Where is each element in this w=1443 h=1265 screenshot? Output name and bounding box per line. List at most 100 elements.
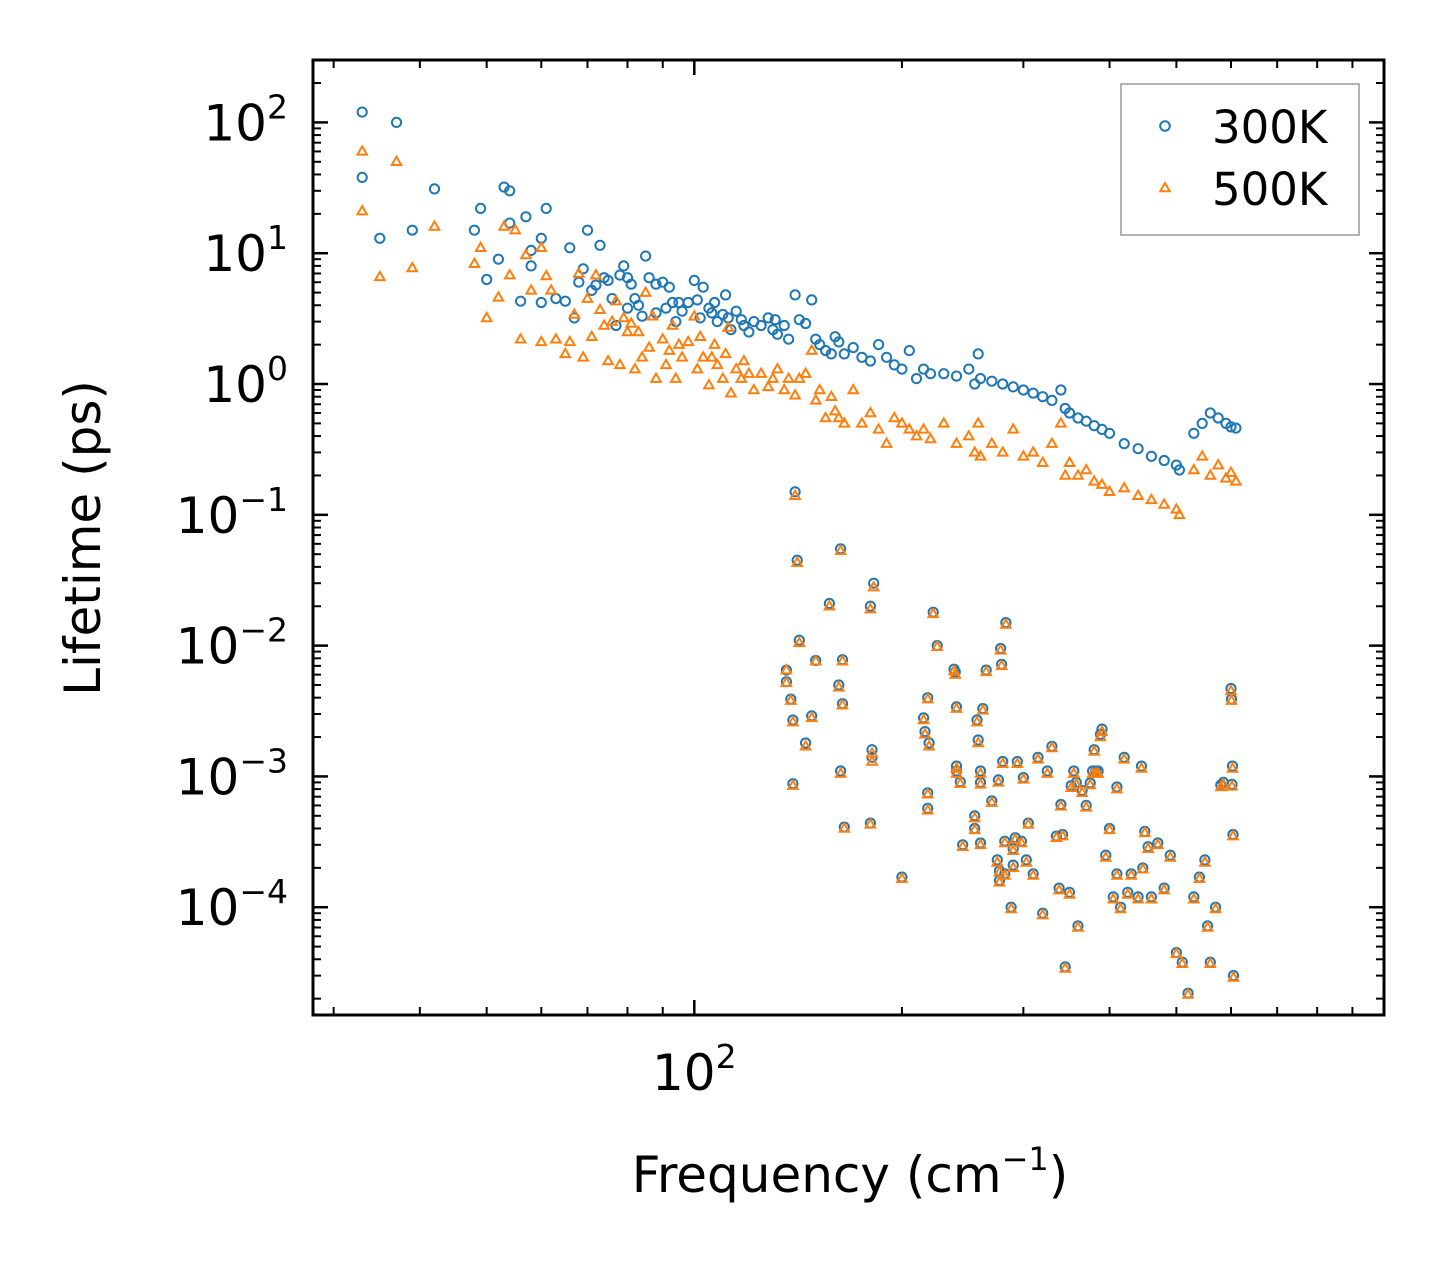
data-point	[1195, 449, 1209, 461]
data-point	[525, 260, 537, 272]
data-point	[991, 854, 1003, 866]
data-point	[950, 436, 964, 448]
data-point	[919, 726, 931, 738]
data-point	[1211, 458, 1225, 470]
data-point	[990, 855, 1004, 867]
data-point	[1046, 394, 1058, 406]
data-point	[1175, 956, 1189, 968]
data-point	[1181, 987, 1195, 999]
legend-marker-500k	[1158, 180, 1172, 193]
data-point	[702, 378, 716, 390]
data-point	[971, 736, 985, 748]
data-point	[468, 224, 480, 236]
data-point	[428, 183, 441, 195]
data-point	[1144, 492, 1158, 505]
data-point	[992, 774, 1005, 786]
data-point	[835, 765, 847, 777]
y-tick-label: 10−2	[176, 611, 288, 676]
data-point	[639, 285, 653, 297]
x-axis-label: Frequency (cm−1)	[632, 1140, 1069, 1204]
data-point	[1169, 946, 1183, 959]
data-point	[1063, 455, 1077, 468]
data-point	[649, 371, 663, 383]
data-point	[681, 334, 695, 347]
x-tick-labels: 102	[652, 1037, 737, 1102]
data-point	[784, 693, 798, 705]
data-point	[659, 357, 673, 370]
data-point	[481, 273, 493, 286]
data-point	[788, 488, 802, 500]
data-point	[1110, 868, 1124, 880]
data-point	[974, 373, 987, 385]
data-point	[590, 279, 602, 291]
x-axis-label-superscript: −1	[1002, 1140, 1049, 1178]
data-point	[998, 868, 1012, 880]
data-point	[688, 274, 700, 286]
data-point	[618, 260, 630, 272]
data-point	[1145, 450, 1158, 462]
data-point	[1103, 484, 1117, 497]
data-point	[355, 204, 369, 216]
data-point	[974, 777, 987, 789]
data-point	[1226, 829, 1240, 841]
x-axis-label-end: )	[1049, 1146, 1069, 1204]
data-point	[602, 274, 614, 286]
data-point	[1141, 841, 1155, 853]
data-point	[972, 734, 984, 746]
data-point	[1157, 497, 1171, 509]
data-point	[1212, 412, 1224, 424]
data-point	[735, 314, 747, 326]
data-point	[832, 680, 846, 692]
data-point	[996, 756, 1010, 769]
data-point	[1006, 860, 1020, 873]
data-point	[805, 710, 819, 723]
data-point	[819, 410, 833, 423]
data-point	[985, 795, 999, 807]
data-point	[1209, 901, 1223, 914]
data-point	[534, 334, 548, 347]
data-point	[837, 821, 851, 833]
data-point	[1201, 920, 1215, 932]
data-point	[503, 268, 517, 280]
data-point	[863, 602, 877, 614]
data-point	[921, 787, 935, 799]
data-point	[716, 371, 730, 383]
data-point	[1036, 908, 1050, 920]
data-point	[1203, 956, 1217, 968]
data-point	[1187, 892, 1201, 904]
data-point	[1172, 507, 1186, 520]
data-point	[710, 357, 724, 370]
data-point	[921, 803, 935, 815]
data-point	[475, 202, 487, 214]
data-point	[1063, 887, 1077, 899]
data-point	[868, 577, 880, 589]
data-point	[837, 416, 851, 428]
data-point	[690, 362, 704, 374]
data-point	[1216, 777, 1230, 789]
data-point	[930, 639, 944, 652]
data-point	[782, 371, 796, 383]
data-point	[777, 382, 791, 395]
data-point	[742, 366, 756, 378]
data-point	[770, 362, 784, 374]
data-point	[1158, 454, 1170, 467]
data-point	[593, 302, 607, 314]
data-point	[991, 775, 1005, 787]
data-point	[986, 375, 998, 387]
data-point	[1095, 477, 1109, 489]
data-point	[1163, 850, 1177, 862]
y-tick-label: 10−4	[176, 872, 288, 937]
data-point	[1131, 488, 1145, 500]
data-point	[922, 739, 936, 751]
data-point	[601, 353, 615, 366]
data-point	[863, 817, 877, 829]
data-point	[1068, 765, 1080, 777]
data-point	[1203, 468, 1217, 480]
data-point	[1230, 422, 1242, 434]
data-point	[786, 778, 800, 790]
data-point	[725, 324, 737, 336]
data-point	[761, 379, 775, 392]
data-point	[828, 404, 842, 416]
data-point	[563, 334, 577, 347]
